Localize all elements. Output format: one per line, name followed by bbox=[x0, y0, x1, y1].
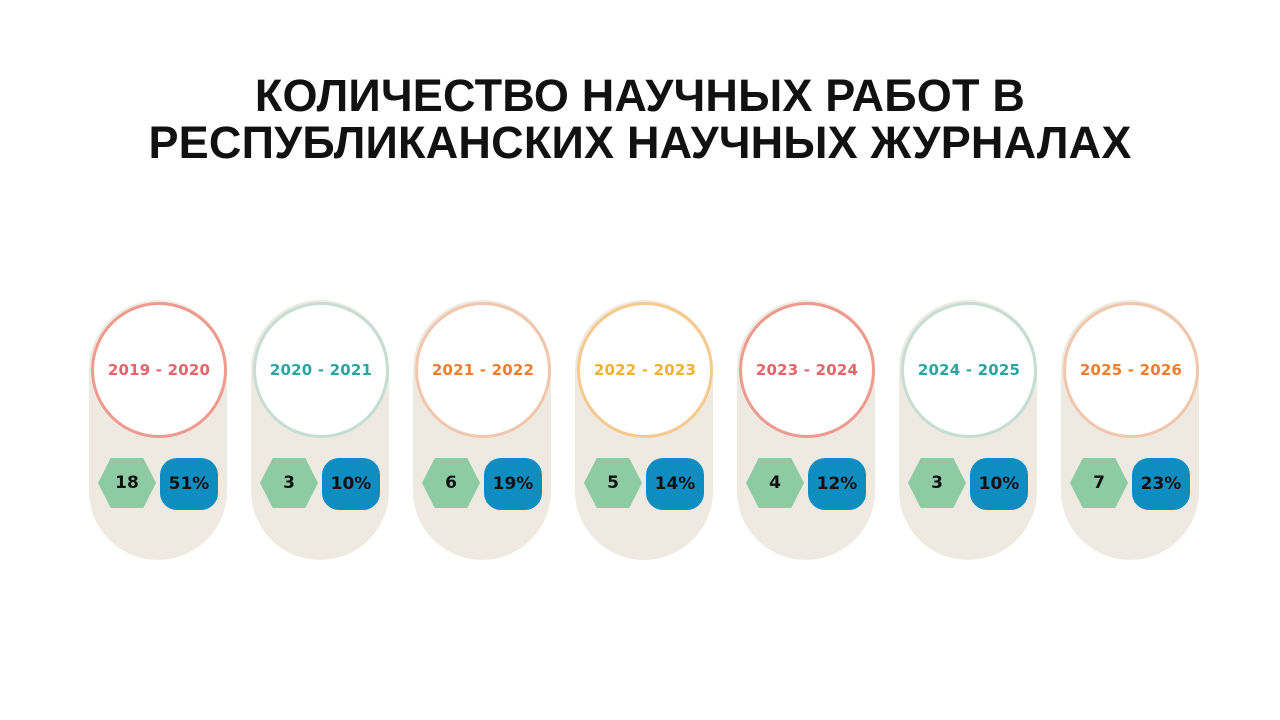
period-circle: 2019 - 2020 bbox=[91, 302, 227, 438]
count-hexagon: 18 bbox=[98, 458, 156, 508]
count-hexagon: 3 bbox=[260, 458, 318, 508]
count-value: 4 bbox=[769, 473, 781, 493]
title-line-1: КОЛИЧЕСТВО НАУЧНЫХ РАБОТ В bbox=[254, 70, 1026, 121]
percent-badge: 12% bbox=[808, 458, 866, 510]
period-circle: 2024 - 2025 bbox=[901, 302, 1037, 438]
period-card: 2021 - 2022 6 19% bbox=[413, 300, 551, 560]
period-card: 2023 - 2024 4 12% bbox=[737, 300, 875, 560]
period-card: 2022 - 2023 5 14% bbox=[575, 300, 713, 560]
percent-value: 23% bbox=[1140, 474, 1182, 494]
count-hexagon: 7 bbox=[1070, 458, 1128, 508]
period-circle: 2020 - 2021 bbox=[253, 302, 389, 438]
percent-badge: 23% bbox=[1132, 458, 1190, 510]
percent-value: 12% bbox=[816, 474, 858, 494]
period-card: 2025 - 2026 7 23% bbox=[1061, 300, 1199, 560]
period-circle: 2021 - 2022 bbox=[415, 302, 551, 438]
period-circle: 2025 - 2026 bbox=[1063, 302, 1199, 438]
percent-badge: 14% bbox=[646, 458, 704, 510]
percent-value: 19% bbox=[492, 474, 534, 494]
count-value: 6 bbox=[445, 473, 457, 493]
percent-value: 10% bbox=[330, 474, 372, 494]
count-hexagon: 6 bbox=[422, 458, 480, 508]
count-value: 3 bbox=[931, 473, 943, 493]
title-line-2: РЕСПУБЛИКАНСКИХ НАУЧНЫХ ЖУРНАЛАХ bbox=[148, 117, 1132, 168]
count-value: 18 bbox=[115, 473, 139, 493]
period-label: 2019 - 2020 bbox=[107, 361, 211, 379]
period-label: 2025 - 2026 bbox=[1079, 361, 1183, 379]
period-circle: 2022 - 2023 bbox=[577, 302, 713, 438]
period-label: 2024 - 2025 bbox=[917, 361, 1021, 379]
percent-value: 51% bbox=[168, 474, 210, 494]
percent-badge: 19% bbox=[484, 458, 542, 510]
count-value: 3 bbox=[283, 473, 295, 493]
count-value: 7 bbox=[1093, 473, 1105, 493]
period-circle: 2023 - 2024 bbox=[739, 302, 875, 438]
period-label: 2022 - 2023 bbox=[593, 361, 697, 379]
count-value: 5 bbox=[607, 473, 619, 493]
percent-badge: 10% bbox=[322, 458, 380, 510]
period-card: 2019 - 2020 18 51% bbox=[89, 300, 227, 560]
percent-value: 14% bbox=[654, 474, 696, 494]
percent-value: 10% bbox=[978, 474, 1020, 494]
period-label: 2020 - 2021 bbox=[269, 361, 373, 379]
period-label: 2023 - 2024 bbox=[755, 361, 859, 379]
period-label: 2021 - 2022 bbox=[431, 361, 535, 379]
percent-badge: 51% bbox=[160, 458, 218, 510]
percent-badge: 10% bbox=[970, 458, 1028, 510]
period-card: 2020 - 2021 3 10% bbox=[251, 300, 389, 560]
count-hexagon: 3 bbox=[908, 458, 966, 508]
page-title: КОЛИЧЕСТВО НАУЧНЫХ РАБОТ В РЕСПУБЛИКАНСК… bbox=[0, 72, 1280, 166]
count-hexagon: 5 bbox=[584, 458, 642, 508]
period-card: 2024 - 2025 3 10% bbox=[899, 300, 1037, 560]
count-hexagon: 4 bbox=[746, 458, 804, 508]
